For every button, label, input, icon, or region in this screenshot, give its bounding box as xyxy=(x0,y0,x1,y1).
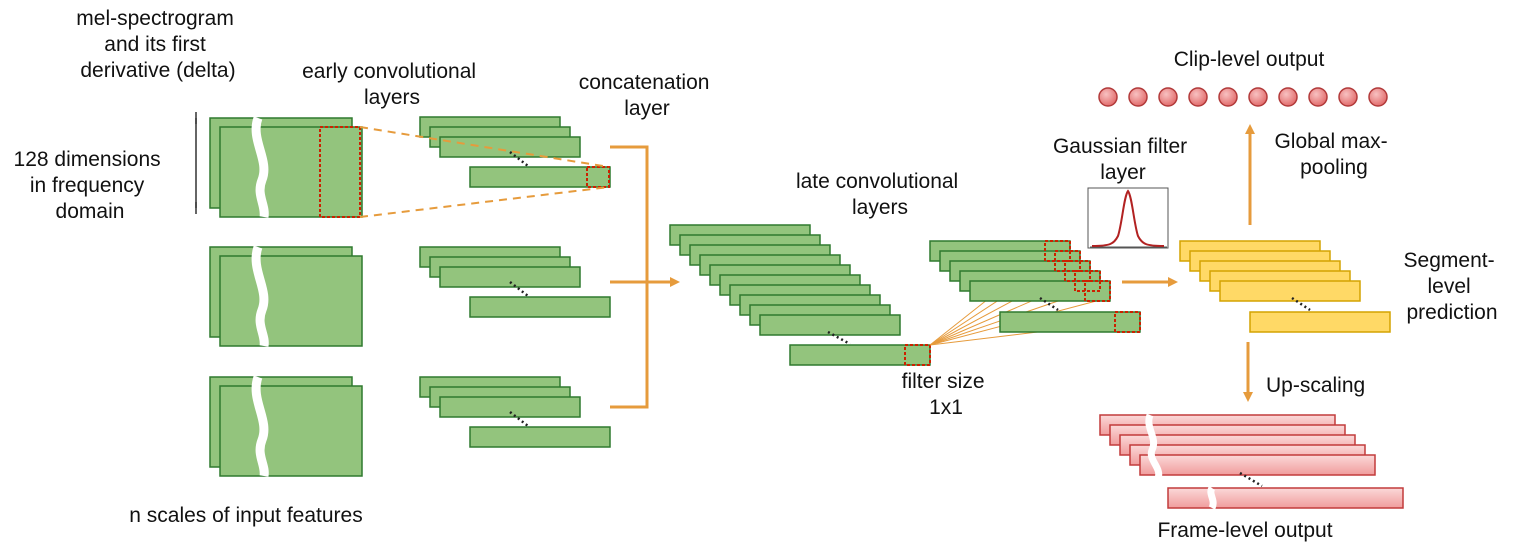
late-conv-label: late convolutional layers xyxy=(796,170,964,219)
input-feature-scale-2 xyxy=(209,245,363,347)
clip-level-output-nodes xyxy=(1098,87,1388,107)
frame-level-stack xyxy=(1099,413,1404,510)
clip-node xyxy=(1218,87,1238,107)
clip-level-output-label: Clip-level output xyxy=(1174,48,1325,71)
gaussian-filter-stack xyxy=(929,240,1141,333)
up-scaling-label: Up-scaling xyxy=(1266,374,1365,397)
gaussian-curve-icon xyxy=(1087,187,1169,249)
filter-size-label: filter size 1x1 xyxy=(902,370,991,419)
input-feature-scale-1 xyxy=(209,116,363,218)
clip-node xyxy=(1308,87,1328,107)
late-receptive-field-box xyxy=(904,344,931,366)
clip-node xyxy=(1128,87,1148,107)
early-conv-stack-3 xyxy=(419,376,611,448)
early-conv-stack-1 xyxy=(419,116,611,188)
segment-level-label: Segment- level prediction xyxy=(1404,249,1501,324)
clip-node xyxy=(1188,87,1208,107)
frame-level-output-label: Frame-level output xyxy=(1157,519,1332,542)
projection-line-top xyxy=(359,126,610,168)
clip-node xyxy=(1278,87,1298,107)
early-receptive-field-box xyxy=(586,166,610,188)
concatenation-label: concatenation layer xyxy=(579,71,716,120)
late-conv-stack xyxy=(669,224,931,366)
input-receptive-field-box xyxy=(319,126,361,218)
global-max-pooling-label: Global max- pooling xyxy=(1274,130,1393,179)
clip-node xyxy=(1338,87,1358,107)
early-conv-stack-2 xyxy=(419,246,611,318)
early-conv-label: early convolutional layers xyxy=(302,60,482,109)
clip-node xyxy=(1098,87,1118,107)
concatenation-bracket xyxy=(610,145,680,409)
gaussian-filter-label: Gaussian filter layer xyxy=(1053,135,1193,184)
clip-node xyxy=(1368,87,1388,107)
projection-line-bottom xyxy=(359,186,610,218)
clip-node xyxy=(1158,87,1178,107)
mel-spectrogram-label: mel-spectrogram and its first derivative… xyxy=(76,7,239,82)
input-feature-scale-3 xyxy=(209,375,363,477)
dimension-label: 128 dimensions in frequency domain xyxy=(14,148,167,223)
clip-node xyxy=(1248,87,1268,107)
segment-level-stack xyxy=(1179,240,1391,333)
input-scales-label: n scales of input features xyxy=(129,504,362,527)
